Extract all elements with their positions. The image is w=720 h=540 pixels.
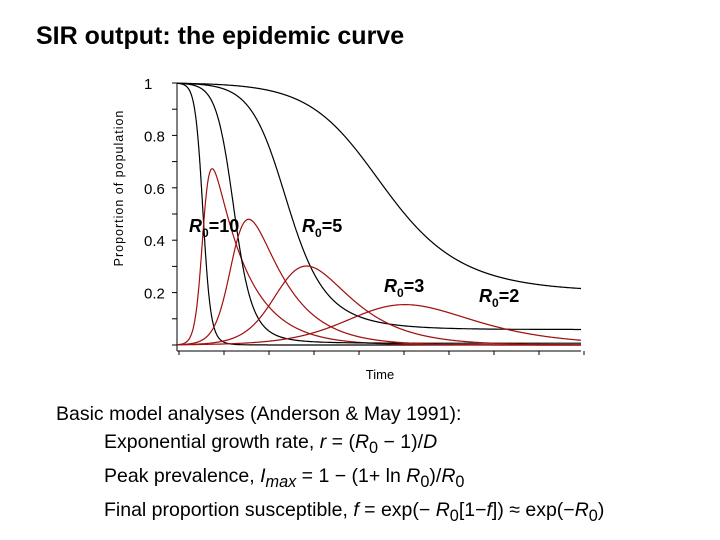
y-tick-label: 0.2: [144, 286, 165, 303]
y-tick-label: 0.8: [144, 128, 165, 145]
y-tick-label: 1: [144, 76, 152, 93]
scenario-label-r0-5: R0=5: [302, 216, 342, 240]
epidemic-curve-chart: Proportion of population Time 0.2 0.4 0.6 0…: [112, 76, 585, 382]
y-tick-label: 0.6: [144, 181, 165, 198]
susceptible-curve-r0-5: [177, 82, 581, 344]
y-tick-label: 0.4: [144, 233, 165, 250]
slide-title: SIR output: the epidemic curve: [36, 22, 405, 50]
model-notes: Basic model analyses (Anderson & May 199…: [56, 400, 716, 530]
final-susceptible-formula: Final proportion susceptible, f = exp(− …: [104, 498, 605, 525]
infected-curve-r0-5: [177, 218, 581, 346]
scenario-label-r0-10: R0=10: [189, 216, 239, 240]
infected-curve-r0-2: [177, 304, 581, 346]
notes-heading: Basic model analyses (Anderson & May 199…: [56, 403, 462, 425]
scenario-label-r0-3: R0=3: [384, 276, 424, 300]
susceptible-curve-r0-2: [177, 82, 581, 290]
y-axis-label: Proportion of population: [112, 110, 126, 267]
susceptible-curve-r0-10: [177, 82, 581, 346]
x-axis-label: Time: [366, 367, 394, 382]
susceptible-curve-r0-3: [177, 82, 581, 331]
scenario-label-r0-2: R0=2: [479, 286, 519, 310]
growth-rate-formula: Exponential growth rate, r = (R0 − 1)/D: [104, 431, 438, 457]
peak-prevalence-formula: Peak prevalence, Imax = 1 − (1+ ln R0)/R…: [104, 464, 465, 491]
infected-curve-r0-3: [177, 265, 581, 346]
